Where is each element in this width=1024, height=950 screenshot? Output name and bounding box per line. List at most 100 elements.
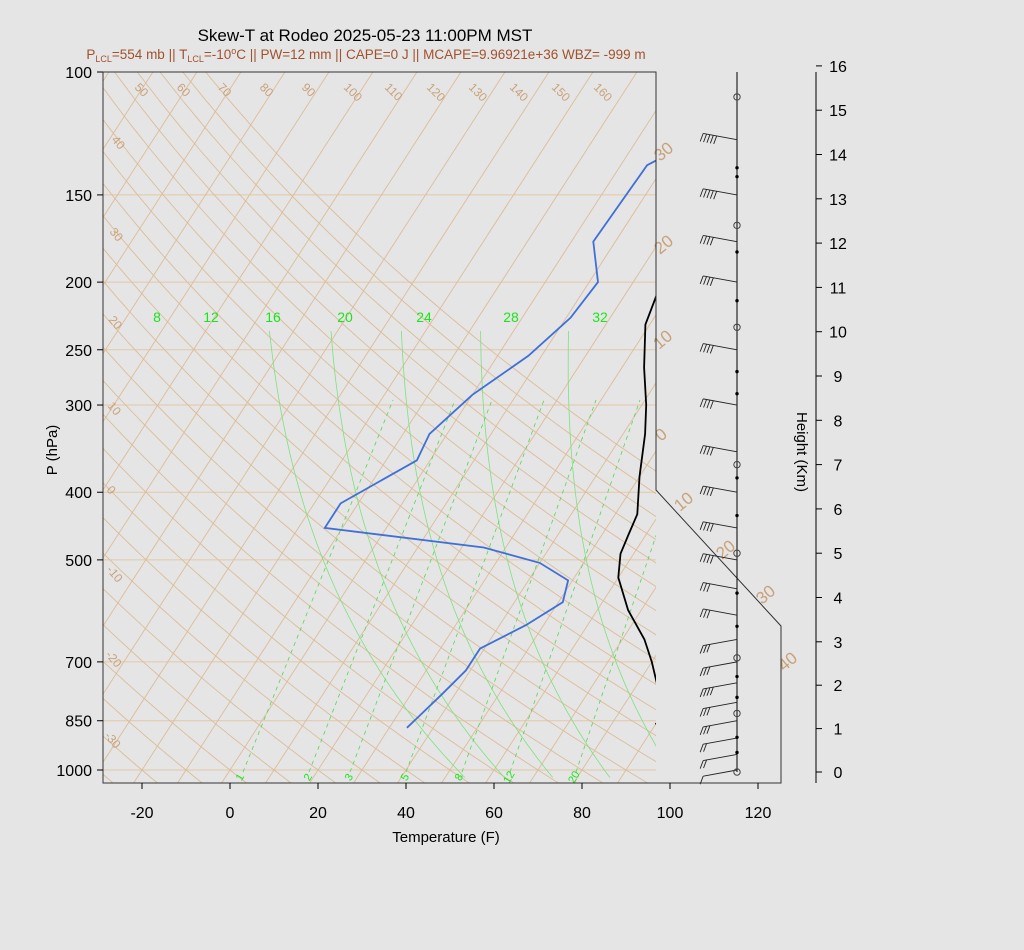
dry-adiabat [103, 517, 426, 783]
height-marker [735, 476, 739, 480]
wind-barb [703, 769, 738, 777]
isotherm [353, 314, 656, 783]
isotherm [103, 72, 418, 559]
height-tick-label: 10 [829, 325, 847, 342]
dry-adiabat [182, 72, 656, 495]
wind-barb [703, 608, 738, 616]
wind-barb-flag [709, 135, 714, 144]
mixing-ratio-low-label: 5 [399, 772, 412, 783]
isotherm [926, 72, 1024, 783]
mixing-ratio-label: 20 [337, 309, 353, 325]
wind-barb [703, 521, 738, 529]
wind-barb-flag [699, 608, 704, 618]
isotherm [103, 72, 242, 287]
pressure-tick-label: 1000 [56, 763, 92, 780]
temperature-tick-label: 0 [226, 805, 235, 822]
theta-e-label: 20 [650, 231, 677, 258]
wind-barb [703, 188, 738, 196]
temperature-tick-label: 100 [657, 805, 684, 822]
y-axis-label: P (hPa) [44, 425, 61, 476]
pressure-tick-label: 500 [65, 553, 92, 570]
dry-adiabat [103, 660, 248, 783]
wind-barb [703, 398, 738, 406]
height-marker [733, 221, 741, 230]
height-tick-label: 6 [834, 502, 843, 519]
wind-barb [703, 133, 738, 141]
wind-barb-flag [709, 400, 714, 409]
wind-barb-flag [706, 134, 711, 143]
wind-barb-flag [703, 399, 707, 408]
isotherm [221, 109, 656, 783]
dry-adiabat [103, 413, 560, 783]
wind-barb-flag [699, 688, 704, 698]
isotherm [103, 72, 374, 491]
isotherm [265, 177, 656, 783]
isotherm [103, 72, 286, 355]
wind-barb [703, 754, 738, 762]
wind-barb-flag [706, 236, 711, 245]
isotherm-label: 50 [132, 80, 152, 100]
isotherm-label: 140 [507, 80, 531, 104]
isotherm-label: 160 [591, 80, 615, 104]
isotherm-label: 80 [257, 80, 277, 100]
wind-barb-flag [703, 726, 707, 735]
wind-barb-flag [699, 726, 704, 736]
mixing-ratio-line [349, 399, 493, 773]
dry-adiabat-label: -30 [102, 729, 124, 752]
background-lines [0, 72, 1024, 785]
isotherm [573, 654, 656, 783]
sounding-series [323, 159, 656, 729]
wind-barb-flag [709, 345, 714, 354]
wind-barb-flag [706, 522, 711, 532]
wind-barb-flag [706, 399, 711, 409]
wind-barb-flag [706, 644, 711, 653]
wind-barb [703, 275, 738, 283]
wind-barb-flag [699, 760, 704, 769]
theta-e-label: 0 [651, 424, 670, 445]
height-marker [735, 591, 739, 595]
wind-barb [703, 553, 738, 561]
wind-barb-flag [703, 344, 707, 353]
wind-barb-flag [709, 523, 714, 532]
wind-barb [703, 445, 738, 453]
wind-barb [703, 682, 738, 690]
height-marker [735, 298, 739, 303]
height-marker [735, 250, 739, 254]
height-tick-label: 12 [829, 236, 847, 253]
height-marker [735, 750, 739, 755]
pressure-tick-label: 200 [65, 275, 92, 292]
series-line [323, 159, 656, 729]
subtitle-t-val: =-10 [204, 47, 231, 62]
wind-barb-flag [699, 645, 704, 654]
wind-barb-flag [699, 188, 704, 197]
dry-adiabat [0, 72, 26, 785]
isotherm-labels: 50 60 70 80 90 100 110 120 130 140 150 160 [132, 80, 615, 104]
height-marker [735, 695, 739, 700]
dry-adiabat [103, 182, 656, 661]
theta-e-label: 10 [670, 488, 697, 515]
temperature-tick-label: -20 [130, 805, 153, 822]
height-marker [735, 369, 739, 374]
wind-barb-flag [706, 610, 711, 619]
wind-barb-flag [703, 583, 707, 592]
wind-barb-flag [706, 707, 711, 716]
wind-barb-flag [699, 398, 704, 408]
height-marker [735, 166, 739, 170]
plot-frame [102, 71, 782, 784]
temperature-tick-label: 80 [573, 805, 591, 822]
height-marker [733, 323, 741, 331]
isotherm [103, 72, 550, 764]
wind-barb-flag [699, 133, 704, 142]
moist-adiabat [401, 330, 554, 778]
height-tick-label: 5 [834, 546, 843, 563]
height-marker [735, 513, 739, 518]
isotherm-label: 60 [174, 80, 194, 100]
wind-barb-flag [713, 191, 718, 200]
subtitle-rest: C || PW=12 mm || CAPE=0 J || MCAPE=9.969… [236, 47, 645, 62]
wind-barb-flag [703, 554, 707, 563]
mixing-ratio-label: 12 [203, 309, 219, 325]
mixing-ratio-label: 16 [265, 309, 281, 325]
isotherm [706, 72, 1024, 783]
isotherm [309, 245, 656, 783]
